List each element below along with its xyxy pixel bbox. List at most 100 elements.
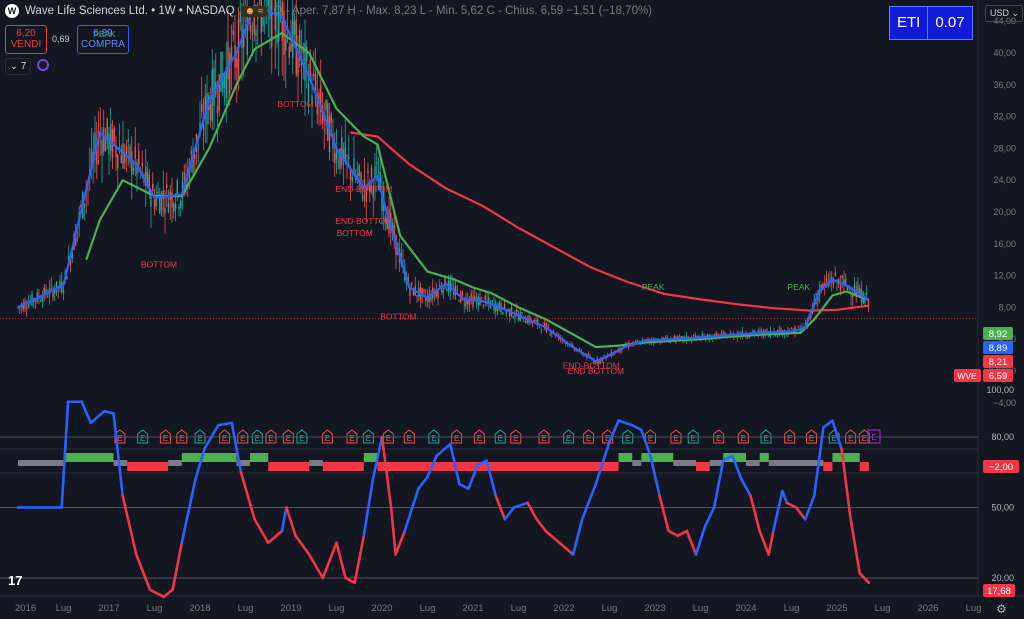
candle-body — [290, 43, 292, 52]
candle-body — [152, 183, 154, 191]
candle-body — [40, 300, 42, 302]
osc-line-segment — [526, 501, 539, 521]
osc-line-segment — [571, 517, 584, 556]
candle-body — [243, 29, 245, 47]
earnings-marker-label: E — [605, 434, 610, 443]
earnings-marker-label: E — [349, 434, 354, 443]
candle-body — [822, 283, 824, 288]
candle-body — [320, 85, 322, 113]
earnings-marker-label: E — [179, 434, 184, 443]
earnings-marker-label: E — [240, 434, 245, 443]
chart-header: W Wave Life Sciences Ltd. • 1W • NASDAQ … — [0, 0, 652, 22]
candle-body — [246, 5, 248, 55]
candle-body — [330, 114, 332, 124]
buy-button[interactable]: 6,89 COMPRA — [77, 25, 129, 54]
candle-body — [113, 127, 115, 143]
eti-label: ETI — [897, 14, 921, 31]
candle-body — [328, 116, 331, 153]
candle-body — [342, 149, 345, 160]
spread-value: 0,69 — [52, 34, 70, 44]
osc-line-segment — [485, 459, 498, 498]
earnings-marker-label: E — [691, 434, 696, 443]
osc-tick-label: 100,00 — [986, 385, 1014, 395]
band-segment — [673, 460, 696, 466]
symbol-tag-bg — [954, 369, 981, 382]
candle-body — [612, 354, 614, 356]
osc-line-segment — [148, 588, 165, 599]
annotation-bottom: BOTTOM — [277, 99, 313, 109]
candle-body — [374, 166, 376, 180]
candle-body — [568, 346, 570, 347]
symbol-logo: W — [5, 4, 19, 18]
candle-body — [183, 172, 185, 180]
candle-body — [570, 343, 572, 345]
osc-line-segment — [694, 524, 707, 556]
earnings-marker-label: E — [222, 434, 227, 443]
band-segment — [723, 453, 746, 462]
candle-body — [859, 287, 861, 297]
currency-select[interactable]: USD ⌄ — [985, 5, 1023, 22]
annotation-bottom: END-BOTTOM — [563, 361, 620, 371]
ma-green-value: 8,92 — [989, 329, 1008, 340]
candle-body — [155, 196, 157, 207]
candle-body — [311, 95, 313, 105]
candle-body — [339, 148, 341, 169]
osc-value: 17,68 — [987, 586, 1011, 597]
time-tick-label: 2022 — [553, 603, 574, 614]
osc-line-segment — [394, 529, 407, 556]
osc-line-segment — [435, 442, 452, 458]
osc-line-segment — [658, 494, 670, 533]
osc-tick-label: 50,00 — [991, 503, 1014, 513]
candle-body — [376, 162, 378, 164]
osc-line-segment — [458, 482, 470, 491]
band-segment — [823, 462, 833, 471]
candle-body — [362, 195, 364, 200]
candle-body — [472, 296, 474, 307]
time-tick-label: Lug — [511, 603, 527, 614]
candle-body — [223, 75, 226, 88]
earnings-marker-label: E — [716, 434, 721, 443]
earnings-marker-label: E — [140, 434, 145, 443]
candle-body — [521, 312, 523, 314]
eti-widget: ETI 0.07 — [889, 6, 973, 40]
candle-body — [535, 319, 537, 322]
candle-body — [386, 219, 388, 230]
tradingview-logo[interactable]: 17 — [8, 573, 23, 588]
candle-body — [797, 326, 800, 328]
eti-value: 0.07 — [927, 7, 971, 39]
osc-line-segment — [80, 400, 93, 425]
candle-body — [752, 330, 754, 334]
candle-body — [41, 296, 44, 302]
market-status-badge[interactable]: ☻ ≈ — [240, 5, 268, 17]
band-segment — [859, 462, 869, 471]
band-segment — [127, 462, 169, 471]
symbol-title[interactable]: Wave Life Sciences Ltd. • 1W • NASDAQ — [25, 5, 235, 17]
time-tick-label: 2026 — [917, 603, 938, 614]
band-segment — [618, 453, 633, 462]
band-segment — [768, 460, 824, 466]
sync-icon[interactable] — [37, 59, 49, 71]
indicator-count-toggle[interactable]: ⌄ 7 — [5, 58, 31, 75]
sell-button[interactable]: 6,20 VENDI — [5, 25, 47, 54]
ma-red-value-bg — [983, 355, 1013, 368]
candle-body — [461, 294, 464, 296]
osc-line-segment — [794, 506, 807, 521]
candle-body — [194, 154, 196, 160]
candle-body — [321, 105, 324, 124]
osc-line-segment — [103, 409, 115, 415]
candle-body — [50, 284, 52, 286]
candle-body — [544, 322, 546, 329]
earnings-marker-label: E — [586, 434, 591, 443]
gear-icon[interactable]: ⚙ — [996, 602, 1007, 616]
osc-line-segment — [676, 529, 689, 538]
candle-body — [47, 296, 49, 298]
osc-line-segment — [448, 442, 461, 486]
candle-body — [416, 295, 418, 297]
candle-body — [846, 285, 849, 291]
time-tick-label: Lug — [693, 603, 709, 614]
candle-body — [250, 24, 252, 33]
candle-body — [496, 305, 499, 311]
candle-body — [353, 158, 355, 174]
band-segment — [236, 460, 251, 466]
